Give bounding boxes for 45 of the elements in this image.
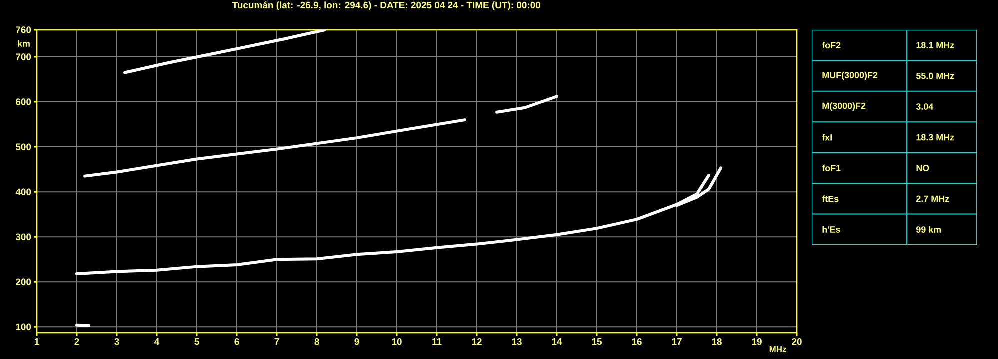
x-tick-label: 3 — [114, 338, 120, 346]
x-tick-label: 20 — [792, 338, 802, 346]
text: NO — [916, 165, 930, 172]
y-tick-label: 760 — [16, 26, 32, 34]
y-tick-label: 500 — [16, 144, 32, 150]
x-axis-title: MHz — [770, 346, 786, 352]
x-tick-label: 11 — [432, 338, 442, 346]
y-tick-label: 100 — [16, 324, 32, 330]
x-tick-label: 18 — [712, 338, 722, 346]
y-tick-label: 400 — [16, 188, 32, 196]
text: fxI — [822, 134, 832, 141]
x-tick-label: 9 — [354, 338, 360, 346]
text: MUF(3000)F2 — [822, 72, 878, 80]
x-tick-label: 14 — [552, 338, 562, 346]
x-tick-label: 5 — [194, 338, 200, 346]
text: foF2 — [822, 42, 841, 49]
y-tick-label: 600 — [16, 98, 32, 106]
y-tick-label: 700 — [16, 54, 32, 60]
text: 18.1 MHz — [916, 42, 954, 49]
x-tick-label: 6 — [234, 338, 240, 346]
x-tick-label: 7 — [274, 338, 280, 346]
text: 18.3 MHz — [916, 134, 954, 141]
text: M(3000)F2 — [822, 102, 866, 111]
text: 3.04 — [916, 104, 934, 110]
y-tick-label: 200 — [16, 278, 32, 286]
x-tick-label: 4 — [154, 338, 160, 346]
x-tick-label: 1 — [34, 338, 40, 346]
x-tick-label: 10 — [392, 338, 402, 346]
text: 55.0 MHz — [916, 72, 954, 80]
y-axis-title: km — [18, 40, 30, 47]
x-tick-label: 13 — [512, 338, 522, 346]
text: ftEs — [822, 196, 839, 202]
text: h'Es — [822, 226, 840, 233]
text: 2.7 MHz — [916, 196, 950, 202]
chart-title: Tucumán (lat: -26.9, lon: 294.6) - DATE: 2025 04 24 - TIME (UT): 00:00 — [232, 2, 540, 11]
x-tick-label: 8 — [314, 338, 320, 346]
x-tick-label: 17 — [672, 338, 682, 346]
text: foF1 — [822, 164, 841, 172]
x-tick-label: 2 — [74, 338, 80, 346]
text: 99 km — [916, 226, 942, 233]
x-tick-label: 16 — [632, 338, 642, 346]
x-tick-label: 12 — [472, 338, 482, 346]
x-tick-label: 15 — [592, 338, 602, 346]
y-tick-label: 300 — [16, 234, 32, 240]
x-tick-label: 19 — [752, 338, 762, 346]
